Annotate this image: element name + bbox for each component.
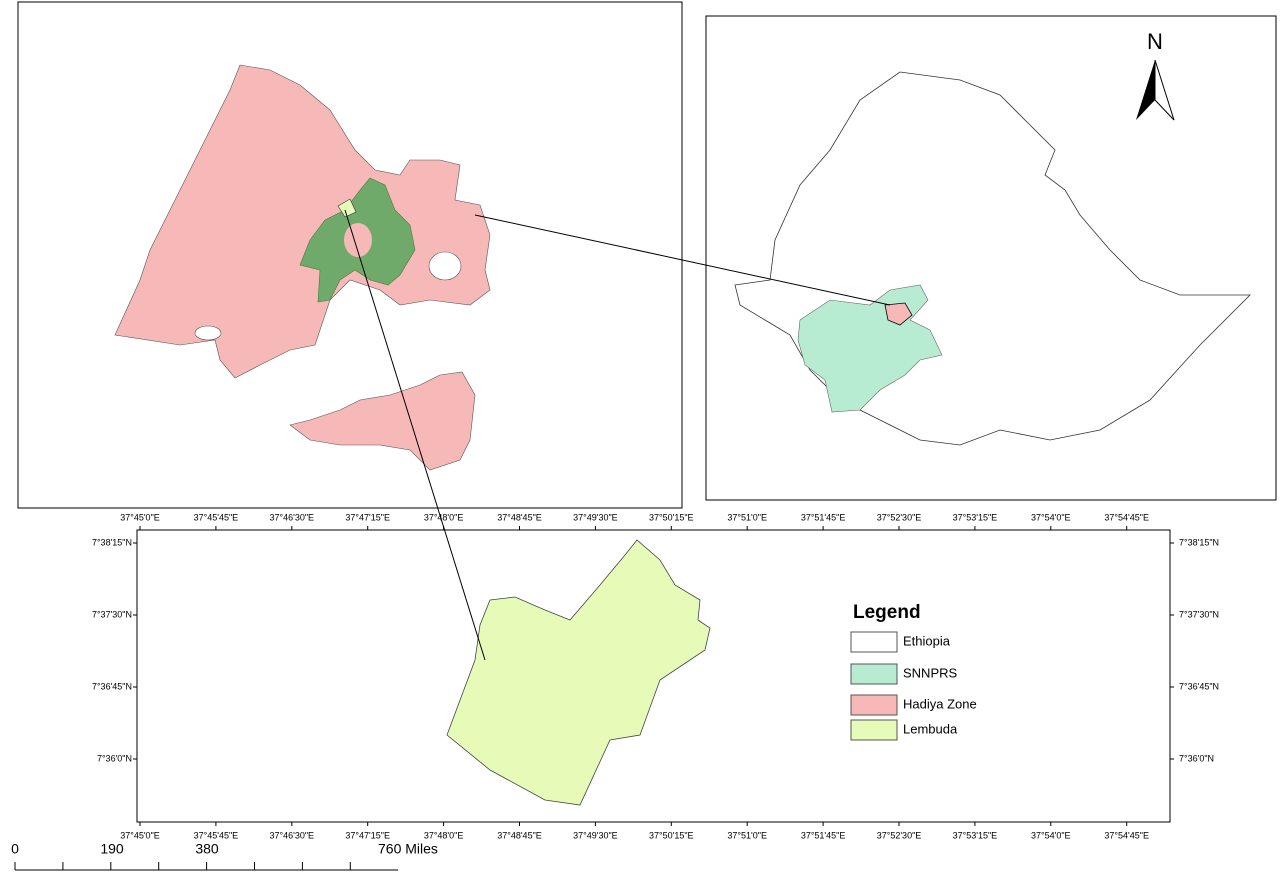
longitude-label: 37°45'0"E (120, 830, 160, 840)
hole (194, 325, 222, 341)
longitude-label: 37°52'30"E (877, 830, 922, 840)
latitude-label: 7°36'45"N (1179, 681, 1219, 691)
north-arrow (1154, 59, 1175, 121)
longitude-label: 37°46'30"E (270, 830, 315, 840)
coordinates: 37°45'0"E 37°45'0"E 37°45'45"E 37°45'45"E 37… (92, 512, 1219, 840)
legend-label: SNNPRS (903, 665, 958, 680)
longitude-label: 37°48'0"E (424, 830, 464, 840)
lembuda-small (337, 198, 357, 218)
lembuda (446, 539, 711, 806)
latitude-label: 7°36'45"N (92, 681, 132, 691)
longitude-label: 37°48'45"E (497, 830, 542, 840)
longitude-label: 37°54'45"E (1104, 512, 1149, 522)
legend: Ethiopia SNNPRS Hadiya Zone Lembuda (850, 631, 977, 741)
hole (428, 251, 462, 281)
longitude-label: 37°52'30"E (877, 512, 922, 522)
hadiya-zone (114, 64, 491, 379)
latitude-label: 7°38'15"N (92, 537, 132, 547)
latitude-label: 7°38'15"N (1179, 537, 1219, 547)
legend-swatch (850, 631, 898, 653)
longitude-label: 37°51'45"E (801, 512, 846, 522)
longitude-label: 37°51'0"E (727, 830, 767, 840)
latitude-label: 7°36'0"N (97, 753, 132, 763)
longitude-label: 37°54'45"E (1104, 830, 1149, 840)
longitude-label: 37°54'0"E (1031, 512, 1071, 522)
connector (474, 214, 891, 306)
longitude-label: 37°49'30"E (573, 512, 618, 522)
legend-label: Hadiya Zone (903, 696, 977, 711)
scale-label: 0 (11, 841, 19, 857)
hadiya-zone-south (289, 371, 476, 471)
longitude-label: 37°51'0"E (727, 512, 767, 522)
longitude-label: 37°48'45"E (497, 512, 542, 522)
north-label: N (1147, 29, 1163, 54)
longitude-label: 37°50'15"E (649, 512, 694, 522)
longitude-label: 37°54'0"E (1031, 830, 1071, 840)
longitude-label: 37°53'15"E (953, 830, 998, 840)
longitude-label: 37°45'0"E (120, 512, 160, 522)
longitude-label: 37°49'30"E (573, 830, 618, 840)
north-arrow (1136, 60, 1155, 120)
legend-swatch (850, 694, 898, 716)
connector (344, 209, 486, 661)
scale-label: 380 (195, 841, 219, 857)
legend-swatch (850, 663, 898, 685)
hadiya-small (884, 302, 913, 326)
longitude-label: 37°53'15"E (953, 512, 998, 522)
longitude-label: 37°46'30"E (270, 512, 315, 522)
scale-label: 760 Miles (378, 841, 438, 857)
latitude-label: 7°37'30"N (1179, 609, 1219, 619)
legend-swatch (850, 719, 898, 741)
scale-label: 190 (100, 841, 124, 857)
longitude-label: 37°50'15"E (649, 830, 694, 840)
latitude-label: 7°37'30"N (92, 609, 132, 619)
longitude-label: 37°51'45"E (801, 830, 846, 840)
longitude-label: 37°48'0"E (424, 512, 464, 522)
legend-label: Ethiopia (903, 633, 951, 648)
latitude-label: 7°36'0"N (1179, 753, 1214, 763)
legend-label: Lembuda (903, 721, 958, 736)
legend-title: Legend (853, 602, 921, 623)
longitude-label: 37°45'45"E (194, 830, 239, 840)
longitude-label: 37°45'45"E (194, 512, 239, 522)
longitude-label: 37°47'15"E (345, 512, 390, 522)
hole (344, 223, 372, 257)
longitude-label: 37°47'15"E (345, 830, 390, 840)
scale-bar: 0 190 380 760 Miles (11, 841, 438, 871)
